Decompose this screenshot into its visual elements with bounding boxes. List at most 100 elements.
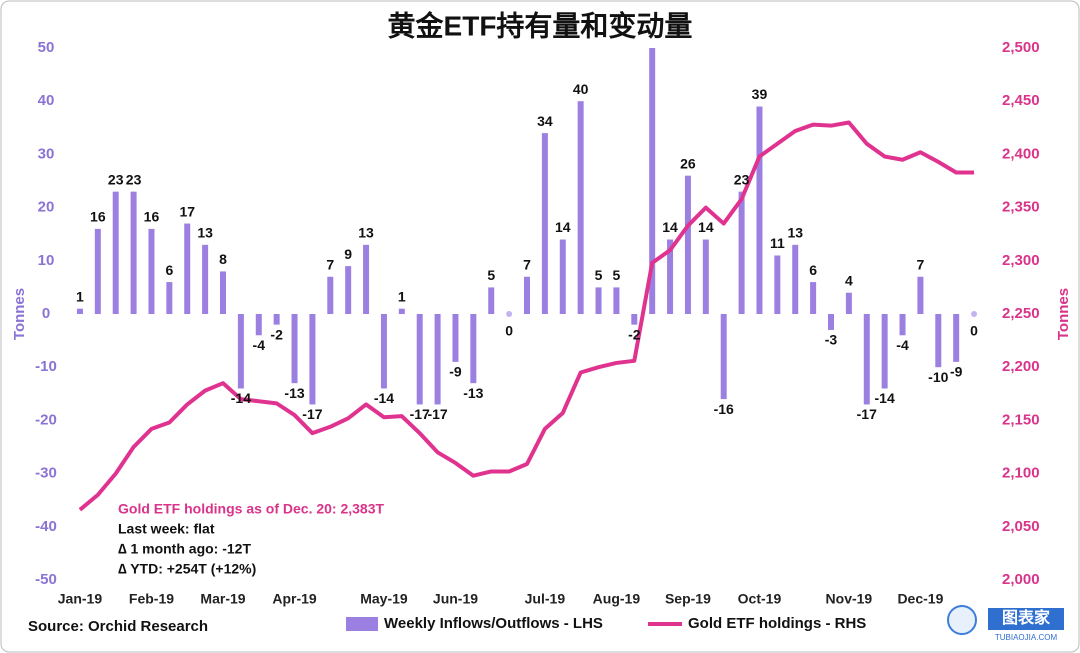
y-tick-label: -40 [35, 518, 57, 535]
bar [273, 314, 280, 325]
bar [792, 244, 799, 314]
bar [452, 314, 459, 362]
bar [738, 191, 745, 314]
x-tick-label: Jan-19 [58, 591, 103, 607]
y2-tick-label: 2,000 [1002, 571, 1040, 588]
data-label: 14 [555, 219, 571, 235]
bar [112, 191, 119, 314]
bar [631, 314, 638, 325]
plot-area [76, 48, 978, 512]
y-tick-label: 10 [38, 252, 55, 269]
bar [899, 314, 906, 336]
y2-axis-label: Tonnes [1055, 288, 1072, 340]
data-label: 40 [573, 81, 589, 97]
bar [828, 314, 834, 330]
data-label: 17 [179, 203, 195, 219]
data-label: 13 [358, 225, 374, 241]
bar [756, 106, 763, 315]
bar [380, 314, 387, 389]
bar [649, 48, 656, 314]
bar [309, 314, 316, 405]
data-label: 6 [165, 262, 173, 278]
y2-tick-label: 2,200 [1002, 358, 1040, 375]
y-tick-label: -10 [35, 358, 57, 375]
bar [541, 133, 548, 314]
data-label: 1 [76, 288, 84, 304]
data-label: -17 [857, 406, 877, 422]
chart-title: 黄金ETF持有量和变动量 [388, 9, 693, 41]
y-tick-label: 0 [42, 305, 50, 322]
y2-tick-label: 2,300 [1002, 252, 1040, 269]
y2-tick-label: 2,400 [1002, 145, 1040, 162]
x-tick-label: Sep-19 [665, 591, 711, 607]
data-label: 34 [537, 113, 553, 129]
bar [559, 239, 566, 314]
data-label: -13 [284, 385, 304, 401]
data-label: 23 [126, 171, 142, 187]
data-label: 16 [90, 209, 106, 225]
bar [953, 314, 960, 362]
bar [166, 282, 173, 314]
data-label: -4 [253, 337, 266, 353]
bar [345, 266, 352, 314]
data-label: 7 [917, 256, 925, 272]
y2-tick-label: 2,450 [1002, 92, 1040, 109]
bar [76, 308, 83, 314]
data-label: 39 [752, 86, 768, 102]
bar [917, 276, 924, 314]
bar [702, 239, 709, 314]
annotation-headline: Gold ETF holdings as of Dec. 20: 2,383T [118, 501, 385, 517]
data-label: 7 [326, 256, 334, 272]
bar [577, 101, 584, 314]
annotation-line: Last week: flat [118, 521, 215, 537]
bar [130, 191, 137, 314]
source: Source: Orchid Research [28, 618, 208, 635]
bar [863, 314, 870, 405]
data-label: 11 [770, 235, 785, 251]
bar [363, 244, 370, 314]
line [78, 120, 975, 512]
brand-box [988, 608, 1064, 630]
x-tick-label: Feb-19 [129, 591, 174, 607]
data-label: -14 [875, 390, 895, 406]
bar [667, 239, 674, 314]
data-label: 1 [398, 288, 406, 304]
data-label: -14 [231, 390, 251, 406]
bar [971, 311, 978, 317]
bar [416, 314, 423, 405]
y2-tick-label: 2,350 [1002, 199, 1040, 216]
bar [684, 175, 691, 314]
data-label: 0 [970, 323, 978, 339]
data-label: -2 [628, 326, 641, 342]
bar [506, 311, 513, 317]
bar [595, 287, 602, 314]
x-tick-label: Oct-19 [738, 591, 782, 607]
data-label: -10 [928, 369, 948, 385]
data-label: 14 [698, 219, 714, 235]
y-tick-label: -30 [35, 465, 57, 482]
bar [202, 244, 209, 314]
data-label: 0 [505, 323, 513, 339]
data-label: -13 [463, 385, 483, 401]
y-axis-label: Tonnes [11, 288, 28, 340]
data-label: 8 [219, 251, 227, 267]
bar [881, 314, 888, 389]
y-tick-label: -20 [35, 411, 57, 428]
data-label: 14 [662, 219, 678, 235]
bar [524, 276, 530, 314]
bar [184, 223, 191, 314]
annotation-line: ∆ 1 month ago: -12T [118, 541, 251, 557]
annotation-line: ∆ YTD: +254T (+12%) [118, 561, 256, 577]
y2-tick-label: 2,500 [1002, 39, 1040, 56]
bar [935, 314, 942, 368]
data-label: -16 [714, 401, 734, 417]
bar [255, 314, 262, 336]
bar [327, 276, 334, 314]
data-label: 9 [344, 246, 352, 262]
data-label: 13 [197, 225, 213, 241]
legend-label: Weekly Inflows/Outflows - LHS [384, 615, 603, 632]
brand-icon [947, 605, 977, 635]
bar [237, 314, 244, 389]
data-label: -4 [896, 337, 909, 353]
